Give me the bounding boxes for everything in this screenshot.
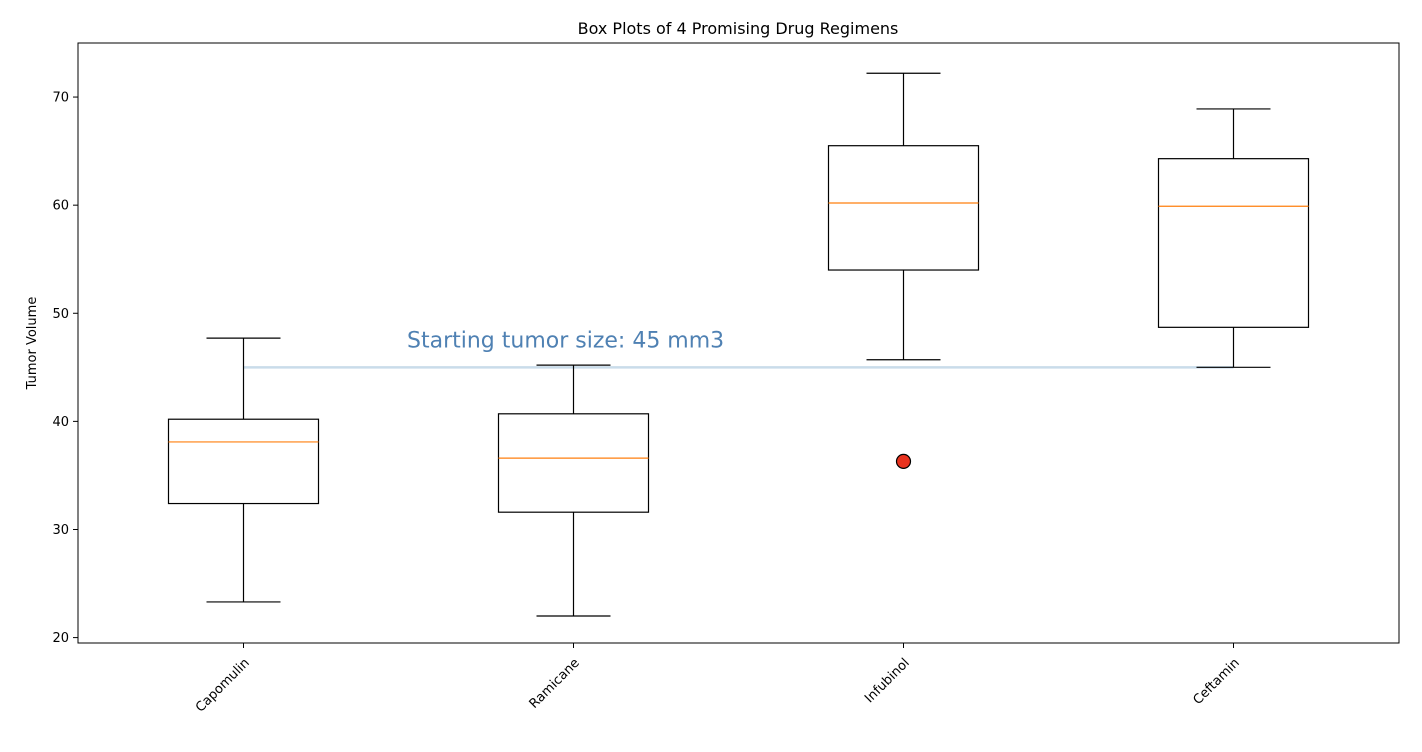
box-iqr bbox=[1157, 158, 1310, 328]
y-tick-label: 70 bbox=[52, 91, 69, 106]
box-iqr bbox=[167, 418, 320, 505]
outlier-point bbox=[895, 453, 912, 469]
x-tick-label: Ramicane bbox=[527, 656, 583, 712]
reference-line-label: Starting tumor size: 45 mm3 bbox=[407, 328, 724, 353]
x-tick-label: Capomulin bbox=[193, 656, 253, 716]
chart-title: Box Plots of 4 Promising Drug Regimens bbox=[578, 19, 899, 38]
box-iqr bbox=[497, 413, 650, 513]
y-tick-label: 60 bbox=[52, 199, 69, 214]
plot-area: 20 30 40 50 60 70 Capomulin Ramicane Infubinol Ce… bbox=[52, 42, 1400, 716]
plot-frame bbox=[77, 42, 1400, 644]
x-tick-label: Ceftamin bbox=[1190, 656, 1242, 708]
y-tick-label: 30 bbox=[52, 523, 69, 538]
x-tick-label: Infubinol bbox=[862, 656, 913, 707]
y-tick-label: 20 bbox=[52, 631, 69, 646]
y-tick-label: 50 bbox=[52, 307, 69, 322]
y-tick-label: 40 bbox=[52, 415, 69, 430]
y-axis-label: Tumor Volume bbox=[25, 297, 40, 391]
box-iqr bbox=[827, 145, 980, 271]
